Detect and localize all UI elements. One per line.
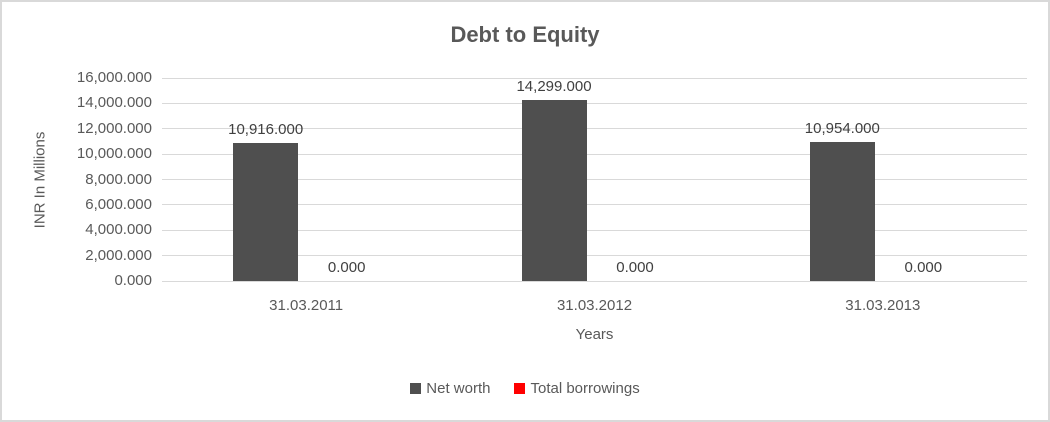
gridline [162,128,1027,130]
plot-area: 10,916.000 14,299.000 10,954.000 0.000 0.000… [162,77,1027,282]
y-tick-label: 16,000.000 [76,69,152,86]
gridline [162,229,1027,231]
chart-title: Debt to Equity [450,22,600,47]
bar-value-label: 0.000 [904,259,943,276]
y-tick-label: 2,000.000 [85,246,152,264]
gridline [162,179,1027,180]
y-tick-label: 4,000.000 [85,221,152,239]
legend-label: Total borrowings [530,380,640,397]
bar-value-label: 14,299.000 [516,77,592,95]
legend-swatch [514,383,526,394]
bar [521,99,587,281]
bar-value-label: 10,954.000 [804,120,880,138]
x-tick-label: 31.03.2011 [269,297,344,314]
gridline [162,102,1027,104]
x-axis-title: Years [575,326,614,343]
legend-swatch [410,383,422,394]
y-tick-label: 8,000.000 [85,170,152,188]
gridline [162,153,1027,155]
bar-value-label: 0.000 [327,259,366,276]
y-tick-label: 6,000.000 [85,195,152,213]
gridline [162,77,1027,79]
y-tick-label: 0.000 [114,272,152,289]
chart-legend: Net worth Total borrowings [2,380,1048,397]
bar-value-label: 10,916.000 [228,120,304,138]
y-tick-label: 14,000.000 [76,94,152,112]
y-tick-label: 12,000.000 [76,119,152,137]
bar [233,142,299,281]
legend-label: Net worth [426,380,491,397]
gridline [162,280,1027,282]
legend-item: Net worth [410,380,490,397]
y-tick-label: 10,000.000 [76,145,152,163]
x-tick-label: 31.03.2012 [556,297,633,314]
legend-item: Total borrowings [514,380,640,397]
bar-value-label: 0.000 [616,259,654,276]
bar [809,142,875,281]
gridline [162,255,1027,257]
gridline [162,204,1027,206]
x-tick-label: 31.03.2013 [845,297,921,314]
